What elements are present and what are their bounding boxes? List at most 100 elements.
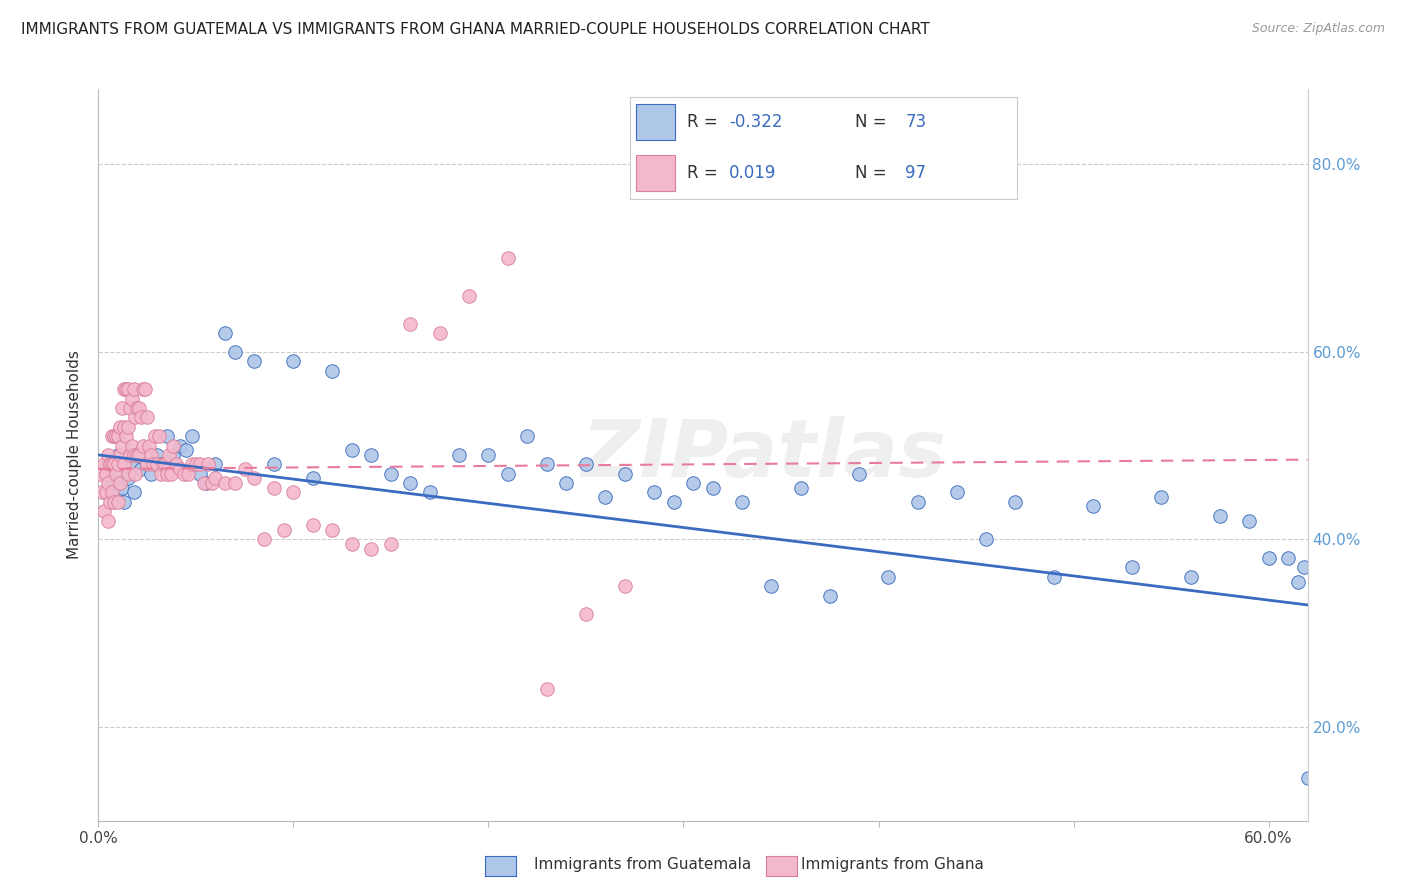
Point: [233, 462, 256, 476]
Point: [283, 354, 305, 368]
Point: [97, 476, 120, 491]
Point: [204, 471, 226, 485]
Point: [614, 579, 637, 593]
Point: [117, 471, 139, 485]
Point: [97, 514, 120, 528]
Point: [536, 458, 558, 472]
Point: [108, 448, 131, 462]
Point: [143, 429, 166, 443]
Point: [156, 467, 179, 481]
Point: [380, 537, 402, 551]
Point: [114, 429, 136, 443]
Point: [156, 429, 179, 443]
Point: [138, 438, 160, 452]
Point: [139, 448, 162, 462]
Point: [360, 448, 382, 462]
Point: [98, 458, 121, 472]
Point: [1180, 570, 1202, 584]
Text: ZIPatlas: ZIPatlas: [581, 416, 946, 494]
Point: [157, 448, 180, 462]
Point: [96, 485, 118, 500]
Point: [117, 467, 139, 481]
Point: [1296, 772, 1319, 786]
Point: [181, 458, 204, 472]
Point: [149, 458, 172, 472]
Point: [575, 607, 598, 622]
Point: [214, 476, 236, 491]
Point: [121, 438, 143, 452]
Text: Immigrants from Guatemala: Immigrants from Guatemala: [534, 857, 752, 872]
Point: [496, 467, 519, 481]
Point: [188, 458, 211, 472]
Point: [243, 471, 266, 485]
Point: [139, 467, 162, 481]
Point: [449, 448, 471, 462]
Point: [273, 523, 295, 537]
Point: [1081, 500, 1104, 514]
Point: [193, 476, 215, 491]
Point: [169, 438, 191, 452]
Point: [103, 467, 125, 481]
Point: [98, 495, 121, 509]
Point: [302, 471, 325, 485]
Point: [575, 458, 598, 472]
Point: [458, 288, 481, 302]
Point: [761, 579, 783, 593]
Text: Source: ZipAtlas.com: Source: ZipAtlas.com: [1251, 22, 1385, 36]
Point: [101, 458, 124, 472]
Point: [731, 495, 754, 509]
Point: [184, 458, 207, 472]
Point: [162, 448, 184, 462]
Point: [103, 495, 125, 509]
Point: [200, 476, 222, 491]
Point: [1209, 508, 1232, 523]
Point: [121, 392, 143, 406]
Point: [555, 476, 578, 491]
Point: [263, 481, 285, 495]
Point: [536, 682, 558, 697]
Point: [101, 485, 124, 500]
Point: [263, 458, 285, 472]
Point: [177, 467, 200, 481]
Point: [101, 476, 124, 491]
Point: [111, 438, 134, 452]
Point: [132, 438, 155, 452]
Point: [818, 589, 841, 603]
Point: [702, 481, 724, 495]
Point: [614, 467, 637, 481]
Point: [152, 458, 174, 472]
Point: [1237, 514, 1260, 528]
Point: [477, 448, 499, 462]
Point: [136, 458, 159, 472]
Point: [419, 485, 441, 500]
Point: [682, 476, 704, 491]
Point: [159, 467, 181, 481]
Point: [181, 429, 204, 443]
Point: [93, 504, 115, 518]
Point: [114, 382, 136, 396]
Point: [148, 429, 170, 443]
Point: [104, 429, 127, 443]
Point: [877, 570, 900, 584]
Point: [108, 419, 131, 434]
Point: [132, 382, 155, 396]
Point: [204, 458, 226, 472]
Text: Immigrants from Ghana: Immigrants from Ghana: [801, 857, 984, 872]
Point: [117, 448, 139, 462]
Point: [122, 448, 145, 462]
Point: [974, 533, 997, 547]
Point: [104, 467, 127, 481]
Point: [595, 490, 617, 504]
Point: [283, 485, 305, 500]
Point: [128, 448, 150, 462]
Point: [104, 485, 127, 500]
Point: [112, 495, 135, 509]
Point: [131, 462, 153, 476]
Point: [118, 448, 141, 462]
Point: [108, 476, 131, 491]
Point: [243, 354, 266, 368]
Point: [1043, 570, 1066, 584]
Point: [124, 410, 146, 425]
Point: [107, 458, 129, 472]
Point: [107, 476, 129, 491]
